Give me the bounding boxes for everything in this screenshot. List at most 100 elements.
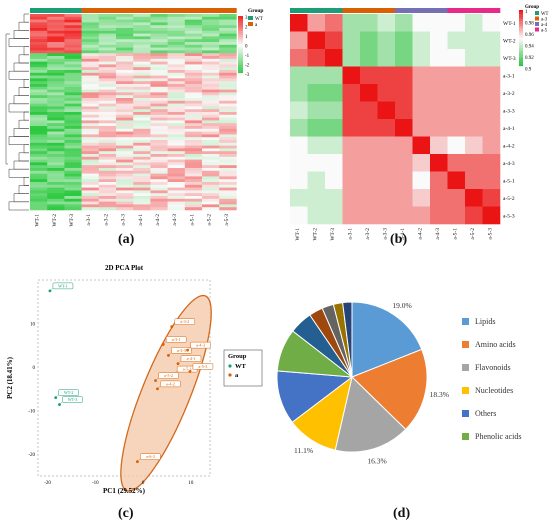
color-scale-step [238,25,243,28]
heatmap-cell [133,190,151,194]
point-label-box [174,318,196,325]
heatmap-cell [98,114,117,118]
heatmap-cell [150,109,168,113]
heatmap-cell [47,145,65,149]
heatmap-cell [133,148,151,152]
heatmap-cell [377,119,396,137]
heatmap-cell [219,36,237,40]
heatmap-cell [184,100,203,104]
heatmap-cell [202,109,220,113]
heatmap-cell [81,187,100,191]
heatmap-cell [482,119,501,137]
heatmap-cell [47,86,65,90]
heatmap-cell [133,154,151,158]
heatmap-cell [219,61,237,65]
heatmap-cell [81,14,100,18]
heatmap-cell [47,184,65,188]
row-label: WT-3 [503,56,516,62]
color-scale-step [238,27,243,30]
heatmap-cell [202,64,220,68]
heatmap-cell [202,53,220,57]
heatmap-cell [219,72,237,76]
heatmap-cell [219,131,237,135]
heatmap-cell [184,176,203,180]
heatmap-cell [150,126,168,130]
heatmap-cell [219,140,237,144]
heatmap-cell [81,156,100,160]
heatmap-cell [133,207,151,211]
heatmap-cell [202,134,220,138]
heatmap-cell [133,173,151,177]
heatmap-cell [47,120,65,124]
legend-swatch [462,318,469,325]
heatmap-cell [98,126,117,130]
heatmap-cell [150,50,168,54]
heatmap-cell [116,126,134,130]
dendrogram-branch [8,168,29,178]
pie-slice [351,301,423,378]
heatmap-cell [325,66,343,85]
heatmap-cell [64,114,82,118]
heatmap-cell [167,193,186,197]
heatmap-cell [184,170,203,174]
heatmap-cell [167,78,186,82]
heatmap-cell [133,176,151,180]
heatmap-cell [81,112,100,116]
heatmap-cell [81,134,100,138]
heatmap-cell [202,81,220,85]
heatmap-cell [202,89,220,93]
heatmap-cell [150,19,168,23]
heatmap-cell [219,56,237,60]
heatmap-cell [465,101,483,120]
heatmap-cell [98,39,117,43]
heatmap-cell [81,168,100,172]
heatmap-cell [202,58,220,62]
group-bar-cell [202,8,220,13]
heatmap-cell [219,170,237,174]
heatmap-cell [202,168,220,172]
heatmap-cell [377,171,396,190]
label-leader [187,346,191,351]
heatmap-cell [30,134,48,138]
heatmap-cell [133,100,151,104]
heatmap-cell [184,58,203,62]
heatmap-cell [81,128,100,132]
heatmap-cell [47,131,65,135]
heatmap-cell [116,72,134,76]
heatmap-cell [412,84,431,102]
heatmap-cell [81,170,100,174]
heatmap-cell [150,148,168,152]
heatmap-cell [219,75,237,79]
heatmap-cell [133,170,151,174]
heatmap-cell [64,19,82,23]
heatmap-cell [133,72,151,76]
dendrogram-branch [5,33,10,165]
heatmap-cell [167,89,186,93]
heatmap-cell [150,140,168,144]
heatmap-cell [98,98,117,102]
heatmap-cell [64,187,82,191]
heatmap-cell [64,176,82,180]
point-label-box [58,389,79,396]
heatmap-cell [133,201,151,205]
heatmap-cell [116,75,134,79]
heatmap-cell [64,112,82,116]
heatmap-cell [98,128,117,132]
column-label: a-3-1 [86,214,92,226]
heatmap-cell [30,39,48,43]
heatmap-cell [98,58,117,62]
pca-plot: 2D PCA Plot -20 -10 0 10 10 0 -10 -20 PC1 (29.52%… [6,264,263,495]
color-scale-tick: 0.9 [525,68,532,73]
heatmap-cell [150,61,168,65]
legend-swatch [248,16,253,20]
heatmap-cell [47,201,65,205]
heatmap-cell [64,14,82,18]
panel-label-b: (b) [390,232,408,247]
group-bar-cell [184,8,203,13]
heatmap-cell [219,123,237,127]
heatmap-cell [482,101,501,120]
heatmap-cell [30,95,48,99]
heatmap-cell [98,134,117,138]
panel-label-d: (d) [393,506,411,521]
heatmap-cell [116,84,134,88]
